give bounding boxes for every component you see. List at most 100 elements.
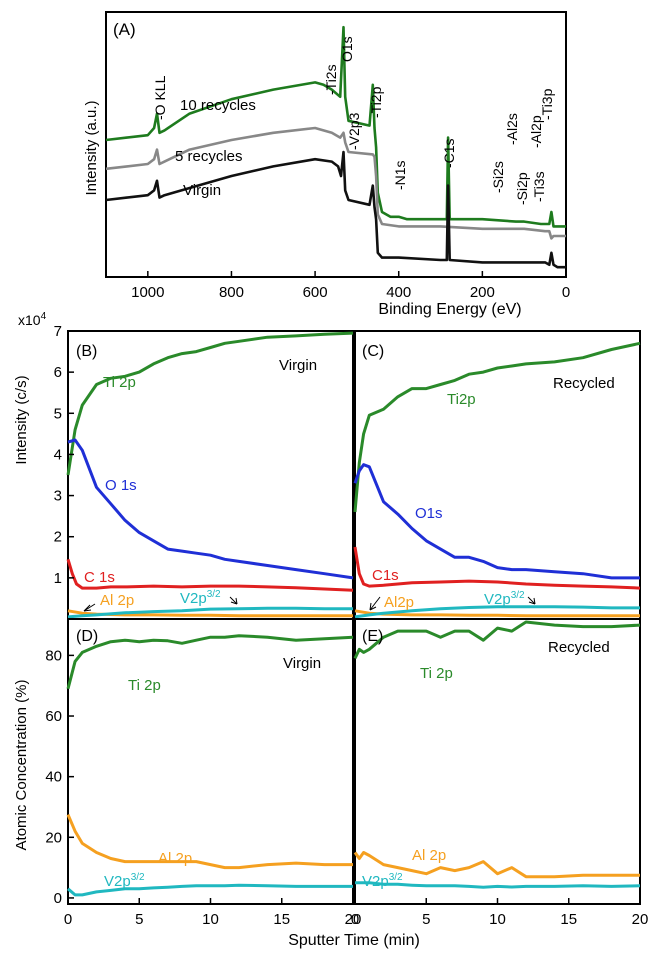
panel-c-series (353, 341, 641, 619)
ytick-label-b-1: 2 (54, 529, 62, 546)
b-arrowhead-al (83, 604, 92, 612)
peak-ti2p: -Ti2p (368, 86, 384, 118)
d-label-al2p: Al 2p (158, 850, 192, 867)
e-v-base: V2p (362, 873, 389, 890)
tag-10-recycles: 10 recycles (180, 97, 256, 114)
ytick-label-d-3: 60 (45, 708, 62, 725)
ytick-label-d-1: 20 (45, 829, 62, 846)
panel-e-xticks: 0 5 10 15 20 (351, 898, 648, 928)
b-label-al2p: Al 2p (100, 592, 134, 609)
c-arrowhead-al (369, 602, 377, 611)
xtick-label-e-0: 0 (351, 911, 359, 928)
xtick-label-a-0: 1000 (131, 284, 164, 301)
panel-b-yticks: 1 2 3 4 5 6 7 (54, 323, 74, 587)
peak-o1s: O1s (339, 36, 355, 62)
ytick-label-b-0: 1 (54, 570, 62, 587)
panel-a-xlabel: Binding Energy (eV) (378, 301, 521, 318)
xtick-label-d-4: 20 (345, 911, 362, 928)
panel-e-corner: Recycled (548, 639, 610, 656)
tag-5-recycles: 5 recycles (175, 148, 243, 165)
peak-ti2s: -Ti2s (323, 64, 339, 95)
ytick-label-b-3: 4 (54, 446, 62, 463)
e-v-sup: 3/2 (389, 872, 403, 883)
c-label-ti2p: Ti2p (447, 391, 476, 408)
panel-e-frame (354, 618, 641, 905)
c-label-o1s: O1s (415, 505, 443, 522)
ytick-label-d-2: 40 (45, 769, 62, 786)
series-c-2 (353, 546, 641, 590)
ytick-label-b-6: 7 (54, 323, 62, 340)
panel-c-corner: Recycled (553, 375, 615, 392)
series-d-1 (66, 814, 353, 870)
d-v-sup: 3/2 (131, 872, 145, 883)
d-label-v2p: V2p3/2 (104, 872, 145, 890)
b-v-base: V2p (180, 590, 207, 607)
series-c-4 (354, 605, 640, 619)
multiplier-exp: 4 (41, 311, 47, 322)
panel-e-series (353, 620, 641, 889)
c-v-sup: 3/2 (511, 590, 525, 601)
x-axis-label: Sputter Time (min) (288, 932, 420, 949)
series-a-0 (105, 25, 566, 228)
e-label-ti2p: Ti 2p (420, 665, 453, 682)
c-v-base: V2p (484, 591, 511, 608)
panel-a-series (105, 25, 566, 269)
xtick-label-a-2: 600 (303, 284, 328, 301)
panel-d-ylabel: Atomic Concentration (%) (13, 680, 30, 851)
b-arrowhead-v (230, 597, 238, 605)
series-d-0 (66, 634, 354, 690)
series-b-0 (66, 331, 354, 476)
peak-v2p3: -V2p3 (346, 112, 362, 150)
series-e-0 (353, 620, 641, 660)
ytick-label-d-4: 80 (45, 647, 62, 664)
panel-d-xticks: 0 5 10 15 20 (64, 898, 362, 928)
peak-o-kll: -O KLL (152, 75, 168, 120)
b-label-ti2p: Ti 2p (103, 374, 136, 391)
peak-si2s: -Si2s (490, 161, 506, 193)
series-d-2 (67, 883, 353, 897)
b-label-v2p: V2p3/2 (180, 589, 221, 607)
series-b-4 (67, 606, 353, 619)
c-arrow-al (369, 596, 381, 611)
xtick-label-d-1: 5 (135, 911, 143, 928)
panel-d-corner: Virgin (283, 655, 321, 672)
intensity-multiplier: x104 (18, 311, 47, 328)
multiplier-base: x10 (18, 312, 41, 328)
ytick-label-d-0: 0 (54, 890, 62, 907)
series-a-2 (105, 150, 566, 269)
peak-al2p: -Al2p (528, 115, 544, 148)
b-label-c1s: C 1s (84, 569, 115, 586)
ytick-label-b-4: 5 (54, 405, 62, 422)
panel-b-label: (B) (76, 343, 97, 360)
b-label-o1s: O 1s (105, 477, 137, 494)
panel-b-corner: Virgin (279, 357, 317, 374)
peak-si2p: -Si2p (514, 172, 530, 205)
xtick-label-a-1: 800 (219, 284, 244, 301)
xtick-label-e-2: 10 (489, 911, 506, 928)
ytick-label-b-5: 6 (54, 364, 62, 381)
ytick-label-b-2: 3 (54, 488, 62, 505)
xtick-label-d-3: 15 (273, 911, 290, 928)
series-b-2 (66, 558, 354, 592)
panel-d-yticks: 0 20 40 60 80 (45, 647, 74, 907)
series-c-1 (353, 463, 640, 580)
xtick-label-e-1: 5 (422, 911, 430, 928)
peak-c1s: -C1s (441, 138, 457, 168)
panel-a-ylabel: Intensity (a.u.) (83, 100, 100, 195)
e-label-al2p: Al 2p (412, 847, 446, 864)
panel-c-label: (C) (362, 343, 384, 360)
xtick-label-a-5: 0 (562, 284, 570, 301)
panel-b-series (66, 331, 354, 619)
b-v-sup: 3/2 (207, 589, 221, 600)
peak-n1s: -N1s (392, 160, 408, 190)
c-label-c1s: C1s (372, 567, 399, 584)
peak-al2s: -Al2s (504, 113, 520, 145)
panel-a-label: (A) (113, 20, 136, 39)
series-e-1 (353, 851, 640, 879)
panel-a-xticks: 1000 800 600 400 200 0 (131, 271, 570, 301)
c-label-v2p: V2p3/2 (484, 590, 525, 608)
peak-ti3p: -Ti3p (539, 88, 555, 120)
series-b-1 (67, 438, 354, 580)
xtick-label-e-3: 15 (560, 911, 577, 928)
